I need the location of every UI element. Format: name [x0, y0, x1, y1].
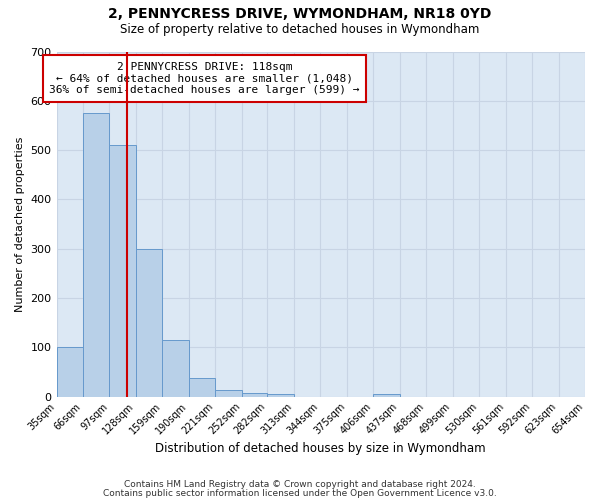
Bar [215, 390, 242, 396]
Bar [163, 340, 189, 396]
Bar [109, 145, 136, 397]
Bar [136, 248, 163, 396]
Text: Size of property relative to detached houses in Wymondham: Size of property relative to detached ho… [121, 22, 479, 36]
Text: 2 PENNYCRESS DRIVE: 118sqm
← 64% of detached houses are smaller (1,048)
36% of s: 2 PENNYCRESS DRIVE: 118sqm ← 64% of deta… [49, 62, 360, 95]
Bar [83, 113, 109, 397]
Text: 2, PENNYCRESS DRIVE, WYMONDHAM, NR18 0YD: 2, PENNYCRESS DRIVE, WYMONDHAM, NR18 0YD [109, 8, 491, 22]
Y-axis label: Number of detached properties: Number of detached properties [15, 136, 25, 312]
Bar [189, 378, 215, 396]
X-axis label: Distribution of detached houses by size in Wymondham: Distribution of detached houses by size … [155, 442, 486, 455]
Text: Contains public sector information licensed under the Open Government Licence v3: Contains public sector information licen… [103, 489, 497, 498]
Bar [242, 392, 268, 396]
Bar [268, 394, 294, 396]
Bar [56, 348, 83, 397]
Bar [373, 394, 400, 396]
Text: Contains HM Land Registry data © Crown copyright and database right 2024.: Contains HM Land Registry data © Crown c… [124, 480, 476, 489]
